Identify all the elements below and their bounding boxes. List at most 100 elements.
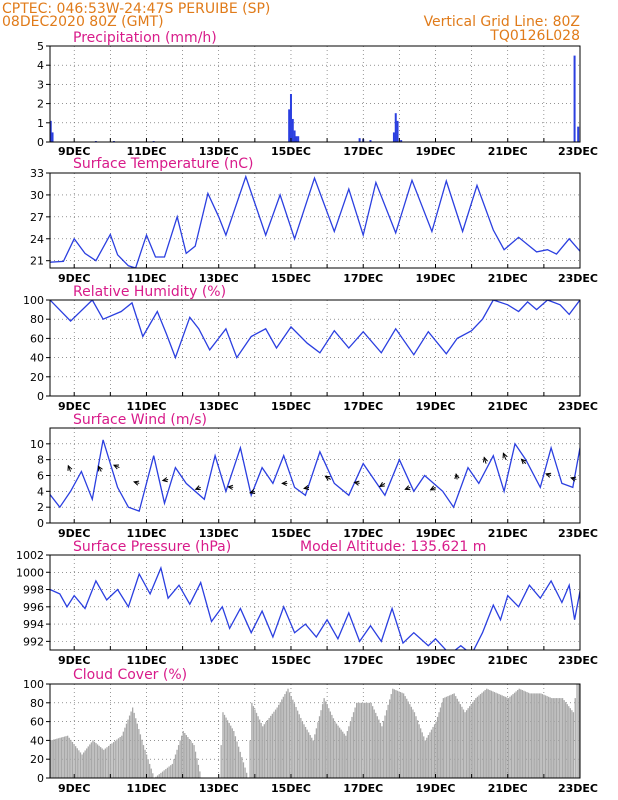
precip-panel: 0 1 2 3 4 5 9DEC 11DEC 13DEC 15DEC 17DEC 19DEC 21DEC… <box>37 30 598 158</box>
cloud-bar <box>312 740 314 778</box>
cloud-bar <box>303 724 305 778</box>
cloud-bar <box>566 704 568 778</box>
cloud-bar <box>498 694 500 778</box>
wind-arrow-head <box>97 465 103 472</box>
cloud-bar <box>540 693 542 778</box>
cloud-bar <box>145 754 148 778</box>
cloud-bar <box>147 759 149 778</box>
cloud-bar <box>578 684 580 778</box>
x-tick-label: 13DEC <box>199 654 239 667</box>
precip-bar <box>50 120 52 142</box>
x-tick-label: 9DEC <box>58 782 90 795</box>
cloud-bar <box>87 746 89 778</box>
cloud-bar <box>413 712 416 778</box>
cloud-bar <box>423 736 425 778</box>
cloud-bar <box>121 735 123 778</box>
rh-frame <box>49 299 581 397</box>
cloud-bar <box>136 723 138 778</box>
cloud-bar <box>51 739 53 778</box>
x-tick-label: 19DEC <box>415 400 455 413</box>
cloud-bar <box>122 731 125 778</box>
pres-plot-area <box>50 565 580 650</box>
cloud-bar <box>161 771 164 778</box>
x-tick-label: 15DEC <box>271 400 311 413</box>
x-tick-label: 13DEC <box>199 272 239 285</box>
temp-title: Surface Temperature (nC) <box>73 156 254 172</box>
cloud-bar <box>490 690 493 778</box>
cloud-bar <box>409 704 411 778</box>
cloud-bar <box>290 696 292 778</box>
cloud-bar <box>194 751 197 778</box>
precip-bar <box>392 132 395 142</box>
cloud-bar <box>309 735 311 778</box>
x-tick-label: 17DEC <box>343 527 383 540</box>
cloud-bar <box>78 750 80 778</box>
cloud-bar <box>260 722 262 778</box>
x-tick-label: 19DEC <box>415 272 455 285</box>
cloud-bar <box>509 696 511 778</box>
cloud-bar <box>450 694 452 778</box>
panels: 0 1 2 3 4 5 9DEC 11DEC 13DEC 15DEC 17DEC 19DEC 21DEC… <box>16 30 598 795</box>
cloud-bar <box>90 742 93 778</box>
precip-bar <box>396 120 399 142</box>
cloud-bar <box>237 746 240 778</box>
y-tick-label: 100 <box>23 294 44 307</box>
x-tick-label: 11DEC <box>126 527 166 540</box>
cloud-bar <box>111 743 113 778</box>
cloud-bar <box>561 698 564 778</box>
cloud-bar <box>346 731 349 778</box>
cloud-bar <box>416 720 419 778</box>
run-date: 08DEC2020 80Z (GMT) <box>2 14 164 30</box>
cloud-bar <box>152 773 154 778</box>
cloud-bar <box>418 724 420 778</box>
cloud-bar <box>242 762 245 778</box>
cloud-bar <box>523 690 525 778</box>
cloud-bar <box>458 701 460 778</box>
wind-arrow-head <box>482 456 488 463</box>
x-tick-label: 11DEC <box>126 145 166 158</box>
cloud-bar <box>372 706 374 778</box>
y-tick-label: 100 <box>23 678 44 691</box>
cloud-bar <box>109 744 111 778</box>
cloud-bar <box>323 698 325 778</box>
cloud-bar <box>385 710 388 778</box>
x-tick-label: 17DEC <box>343 272 383 285</box>
cloud-bar <box>317 722 319 778</box>
cloud-bar <box>482 691 485 778</box>
cloud-bar <box>390 694 392 778</box>
cloud-bar <box>532 693 534 778</box>
cloud-bar <box>68 737 70 778</box>
cloud-bar <box>287 688 289 778</box>
cloud-bar <box>284 694 286 778</box>
cloud-bar <box>438 712 440 778</box>
rh-plot-area <box>50 300 580 360</box>
cloud-bar <box>469 706 471 778</box>
wind-arrow-head <box>429 485 436 491</box>
cloud-bar <box>492 691 494 778</box>
y-tick-label: 20 <box>30 371 44 384</box>
cloud-bar <box>552 698 554 778</box>
y-tick-label: 994 <box>23 618 44 631</box>
cloud-bar <box>268 717 270 778</box>
wind-arrow-head <box>249 488 256 495</box>
cloud-bar <box>171 763 174 778</box>
x-tick-label: 11DEC <box>126 272 166 285</box>
cloud-bar <box>196 758 198 778</box>
x-tick-label: 15DEC <box>271 527 311 540</box>
cloud-bar <box>541 694 544 778</box>
cloud-bar <box>467 708 469 778</box>
wind-arrow-head <box>378 482 385 488</box>
cloud-bar <box>501 695 503 778</box>
x-tick-label: 21DEC <box>488 654 528 667</box>
cloud-bar <box>343 733 345 778</box>
cloud-bar <box>401 692 403 778</box>
cloud-bar <box>472 702 474 778</box>
y-tick-label: 3 <box>37 78 44 91</box>
cloud-bar <box>387 704 389 778</box>
cloud-bar <box>515 691 517 778</box>
x-tick-label: 15DEC <box>271 145 311 158</box>
cloud-bar <box>406 698 408 778</box>
cloud-bar <box>342 731 344 778</box>
cloud-bar <box>177 745 180 778</box>
cloud-bar <box>354 707 356 778</box>
